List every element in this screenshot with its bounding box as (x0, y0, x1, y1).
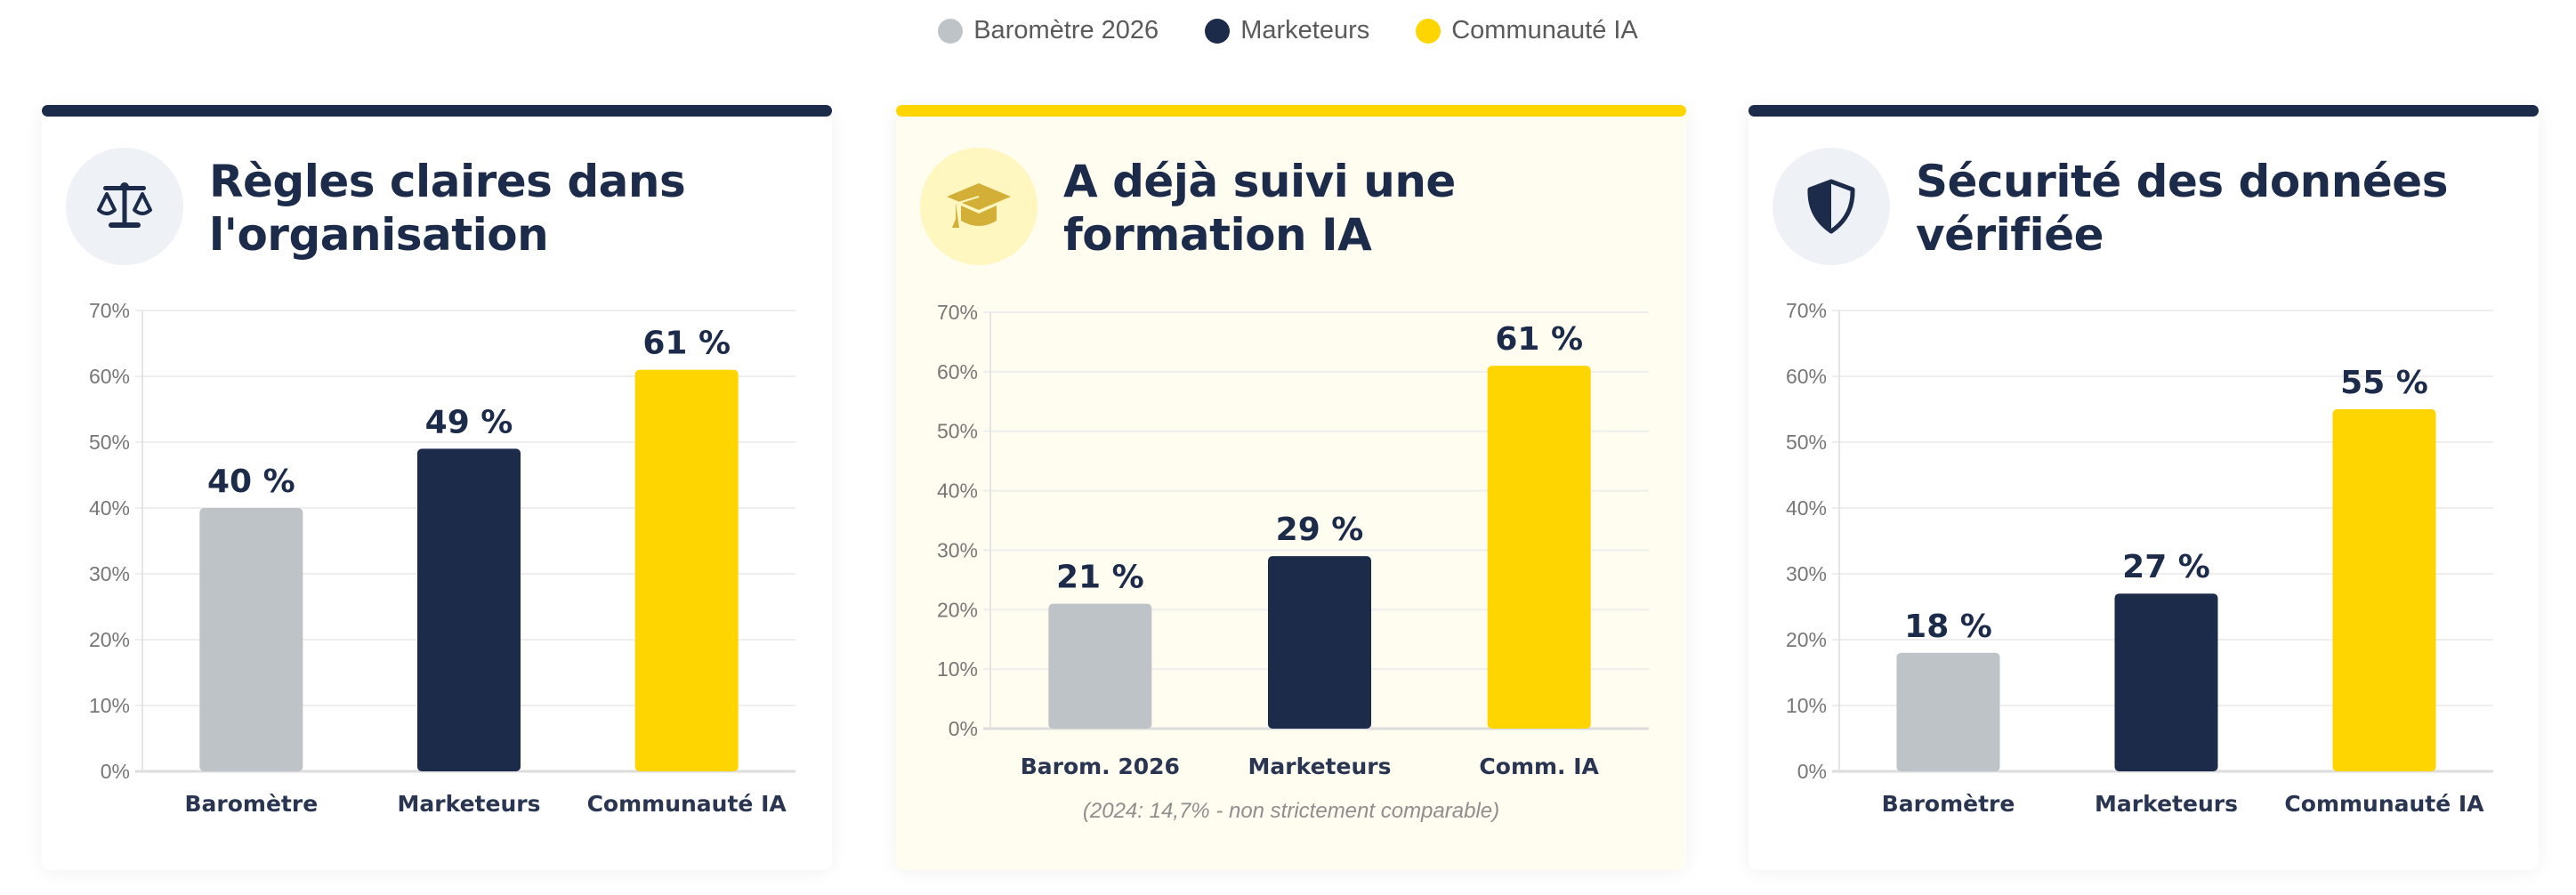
x-category-label: Communauté IA (2284, 791, 2484, 817)
bar (634, 369, 739, 771)
y-tick-label: 0% (949, 717, 978, 740)
bar-value-label: 18 % (1904, 609, 1992, 645)
y-tick-label: 10% (937, 657, 978, 681)
card-accent-bar (42, 105, 832, 117)
y-tick-label: 50% (937, 420, 978, 443)
legend-swatch (1416, 18, 1441, 44)
y-tick-label: 60% (1786, 365, 1827, 388)
card-title: A déjà suivi une formation IA (1063, 156, 1456, 261)
bar (199, 508, 303, 771)
y-tick-label: 10% (1786, 694, 1827, 717)
legend-item-barometre: Baromètre 2026 (938, 16, 1159, 45)
bar-value-label: 40 % (207, 464, 295, 500)
legend-item-communaute: Communauté IA (1416, 16, 1638, 45)
card-formation-ia: A déjà suivi une formation IA 0% 10% 20% 30… (896, 105, 1686, 870)
y-tick-label: 10% (89, 694, 130, 717)
legend: Baromètre 2026 Marketeurs Communauté IA (0, 16, 2576, 45)
bar-chart: 0% 10% 20% 30% 40% 50% 60% 70% 18 % Baromètre 27 %… (1786, 299, 2493, 817)
bar-chart: 0% 10% 20% 30% 40% 50% 60% 70% 21 % Barom. 2026 29… (937, 301, 1649, 779)
bar-value-label: 49 % (425, 404, 513, 440)
y-tick-label: 70% (1786, 299, 1827, 322)
legend-label: Baromètre 2026 (973, 16, 1159, 44)
legend-swatch (1205, 18, 1231, 44)
scale-icon (97, 182, 152, 228)
y-tick-label: 60% (937, 360, 978, 383)
y-tick-label: 20% (1786, 628, 1827, 651)
bar-value-label: 61 % (1495, 321, 1583, 358)
shield-icon (1807, 179, 1855, 234)
x-category-label: Barom. 2026 (1021, 754, 1180, 779)
y-tick-label: 70% (937, 301, 978, 324)
y-tick-label: 20% (89, 628, 130, 651)
bar-value-label: 27 % (2122, 549, 2210, 585)
card-regles-claires: Règles claires dans l'organisation 0% 10%… (42, 105, 832, 870)
y-tick-label: 70% (89, 299, 130, 322)
y-tick-label: 30% (937, 538, 978, 561)
icon-badge (66, 148, 183, 265)
comparison-note: (2024: 14,7% - non strictement comparabl… (1082, 799, 1500, 823)
card-accent-bar (896, 105, 1686, 117)
bar (1048, 603, 1152, 729)
y-tick-label: 20% (937, 598, 978, 621)
x-category-label: Marketeurs (2095, 791, 2238, 817)
x-category-label: Baromètre (184, 791, 318, 817)
icon-badge (920, 148, 1038, 265)
x-category-label: Communauté IA (587, 791, 787, 817)
y-tick-label: 50% (1786, 431, 1827, 454)
y-tick-label: 40% (937, 480, 978, 503)
legend-label: Communauté IA (1451, 16, 1638, 44)
bar (417, 448, 521, 771)
bar (1896, 652, 2000, 771)
y-tick-label: 50% (89, 431, 130, 454)
x-category-label: Marketeurs (398, 791, 541, 817)
x-category-label: Comm. IA (1479, 754, 1599, 779)
y-tick-label: 30% (1786, 562, 1827, 585)
card-title: Sécurité des données vérifiée (1916, 156, 2448, 261)
x-category-label: Marketeurs (1248, 754, 1392, 779)
bar-value-label: 55 % (2340, 365, 2428, 401)
bar-value-label: 21 % (1056, 560, 1144, 596)
y-tick-label: 0% (1797, 760, 1827, 783)
y-tick-label: 40% (89, 496, 130, 520)
icon-badge (1773, 148, 1890, 265)
card-securite-donnees: Sécurité des données vérifiée 0% 10% 20% 30… (1748, 105, 2539, 870)
legend-item-marketeurs: Marketeurs (1205, 16, 1369, 45)
y-tick-label: 0% (101, 760, 130, 783)
y-tick-label: 30% (89, 562, 130, 585)
card-accent-bar (1748, 105, 2539, 117)
bar-chart: 0% 10% 20% 30% 40% 50% 60% 70% 40 % Baromètre 49 %… (89, 299, 795, 817)
graduation-cap-icon (947, 183, 1011, 228)
bar-value-label: 61 % (642, 326, 731, 362)
y-tick-label: 60% (89, 365, 130, 388)
bar-value-label: 29 % (1276, 512, 1364, 548)
x-category-label: Baromètre (1882, 791, 2015, 817)
legend-label: Marketeurs (1240, 16, 1370, 44)
bar (1268, 556, 1371, 729)
y-tick-label: 40% (1786, 496, 1827, 520)
bar (2114, 593, 2218, 771)
bar (2332, 409, 2436, 771)
legend-swatch (938, 18, 964, 44)
card-title: Règles claires dans l'organisation (209, 156, 686, 261)
bar (1487, 366, 1591, 729)
